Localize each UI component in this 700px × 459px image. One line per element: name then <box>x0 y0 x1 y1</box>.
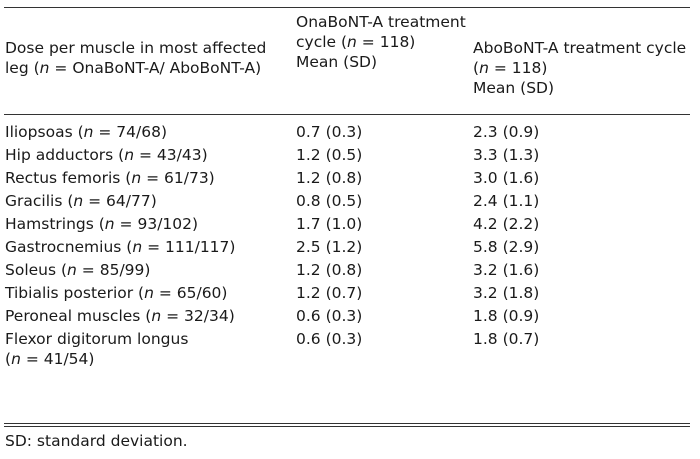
muscle-label: Soleus (n = 85/99) <box>5 261 151 279</box>
abo-value: 4.2 (2.2) <box>473 215 540 233</box>
muscle-label: Gracilis (n = 64/77) <box>5 192 157 210</box>
ona-value: 1.2 (0.7) <box>296 284 363 302</box>
header-col1-n: n <box>39 59 50 77</box>
header-col2-text: OnaBoNT-A treatment cycle ( <box>296 13 466 51</box>
table-row: Rectus femoris (n = 61/73) 1.2 (0.8) 3.0… <box>0 168 700 191</box>
muscle-label: Tibialis posterior (n = 65/60) <box>5 284 228 302</box>
abo-value: 5.8 (2.9) <box>473 238 540 256</box>
header-col3-stat: Mean (SD) <box>473 79 555 97</box>
table-row: Iliopsoas (n = 74/68) 0.7 (0.3) 2.3 (0.9… <box>0 122 700 145</box>
abo-value: 3.0 (1.6) <box>473 169 540 187</box>
abo-value: 1.8 (0.7) <box>473 330 540 348</box>
muscle-label: Flexor digitorum longus (n = 41/54) <box>5 330 189 368</box>
ona-value: 1.7 (1.0) <box>296 215 363 233</box>
header-col3-post: = 118) <box>488 59 548 77</box>
table-row: Peroneal muscles (n = 32/34) 0.6 (0.3) 1… <box>0 306 700 329</box>
ona-value: 1.2 (0.8) <box>296 261 363 279</box>
table-row: Gastrocnemius (n = 111/117) 2.5 (1.2) 5.… <box>0 237 700 260</box>
abo-value: 3.2 (1.6) <box>473 261 540 279</box>
ona-value: 0.7 (0.3) <box>296 123 363 141</box>
header-col2-n: n <box>347 33 357 51</box>
header-col2-stat: Mean (SD) <box>296 53 378 71</box>
ona-value: 0.6 (0.3) <box>296 330 363 348</box>
table-header-rule <box>4 114 690 115</box>
ona-value: 1.2 (0.8) <box>296 169 363 187</box>
table-footnote: SD: standard deviation. <box>5 432 188 450</box>
table-row: Soleus (n = 85/99) 1.2 (0.8) 3.2 (1.6) <box>0 260 700 283</box>
table-row: Gracilis (n = 64/77) 0.8 (0.5) 2.4 (1.1) <box>0 191 700 214</box>
abo-value: 1.8 (0.9) <box>473 307 540 325</box>
abo-value: 2.3 (0.9) <box>473 123 540 141</box>
table-row: Flexor digitorum longus (n = 41/54) 0.6 (… <box>0 329 700 375</box>
ona-value: 0.8 (0.5) <box>296 192 363 210</box>
header-col3-text: AboBoNT-A treatment cycle ( <box>473 39 687 77</box>
ona-value: 1.2 (0.5) <box>296 146 363 164</box>
header-onabont: OnaBoNT-A treatment cycle (n = 118) Mean … <box>296 12 471 72</box>
header-dose-per-muscle: Dose per muscle in most affected leg (n … <box>5 38 285 78</box>
ona-value: 2.5 (1.2) <box>296 238 363 256</box>
table-bottom-rule <box>4 423 690 424</box>
abo-value: 2.4 (1.1) <box>473 192 540 210</box>
table-row: Tibialis posterior (n = 65/60) 1.2 (0.7)… <box>0 283 700 306</box>
muscle-label: Gastrocnemius (n = 111/117) <box>5 238 236 256</box>
muscle-label: Peroneal muscles (n = 32/34) <box>5 307 235 325</box>
table-row: Hamstrings (n = 93/102) 1.7 (1.0) 4.2 (2… <box>0 214 700 237</box>
table-row: Hip adductors (n = 43/43) 1.2 (0.5) 3.3 … <box>0 145 700 168</box>
table-bottom-rule-double <box>4 426 690 427</box>
table-top-rule <box>4 7 690 8</box>
muscle-label: Hip adductors (n = 43/43) <box>5 146 208 164</box>
header-col3-n: n <box>479 59 489 77</box>
header-col1-post: = OnaBoNT-A/ AboBoNT-A) <box>49 59 262 77</box>
header-abobont: AboBoNT-A treatment cycle (n = 118) Mean … <box>473 38 698 98</box>
abo-value: 3.3 (1.3) <box>473 146 540 164</box>
muscle-label: Hamstrings (n = 93/102) <box>5 215 199 233</box>
abo-value: 3.2 (1.8) <box>473 284 540 302</box>
header-col1-text: Dose per muscle in most affected leg ( <box>5 39 267 77</box>
muscle-label: Rectus femoris (n = 61/73) <box>5 169 215 187</box>
header-col2-post: = 118) <box>356 33 416 51</box>
ona-value: 0.6 (0.3) <box>296 307 363 325</box>
muscle-label: Iliopsoas (n = 74/68) <box>5 123 168 141</box>
